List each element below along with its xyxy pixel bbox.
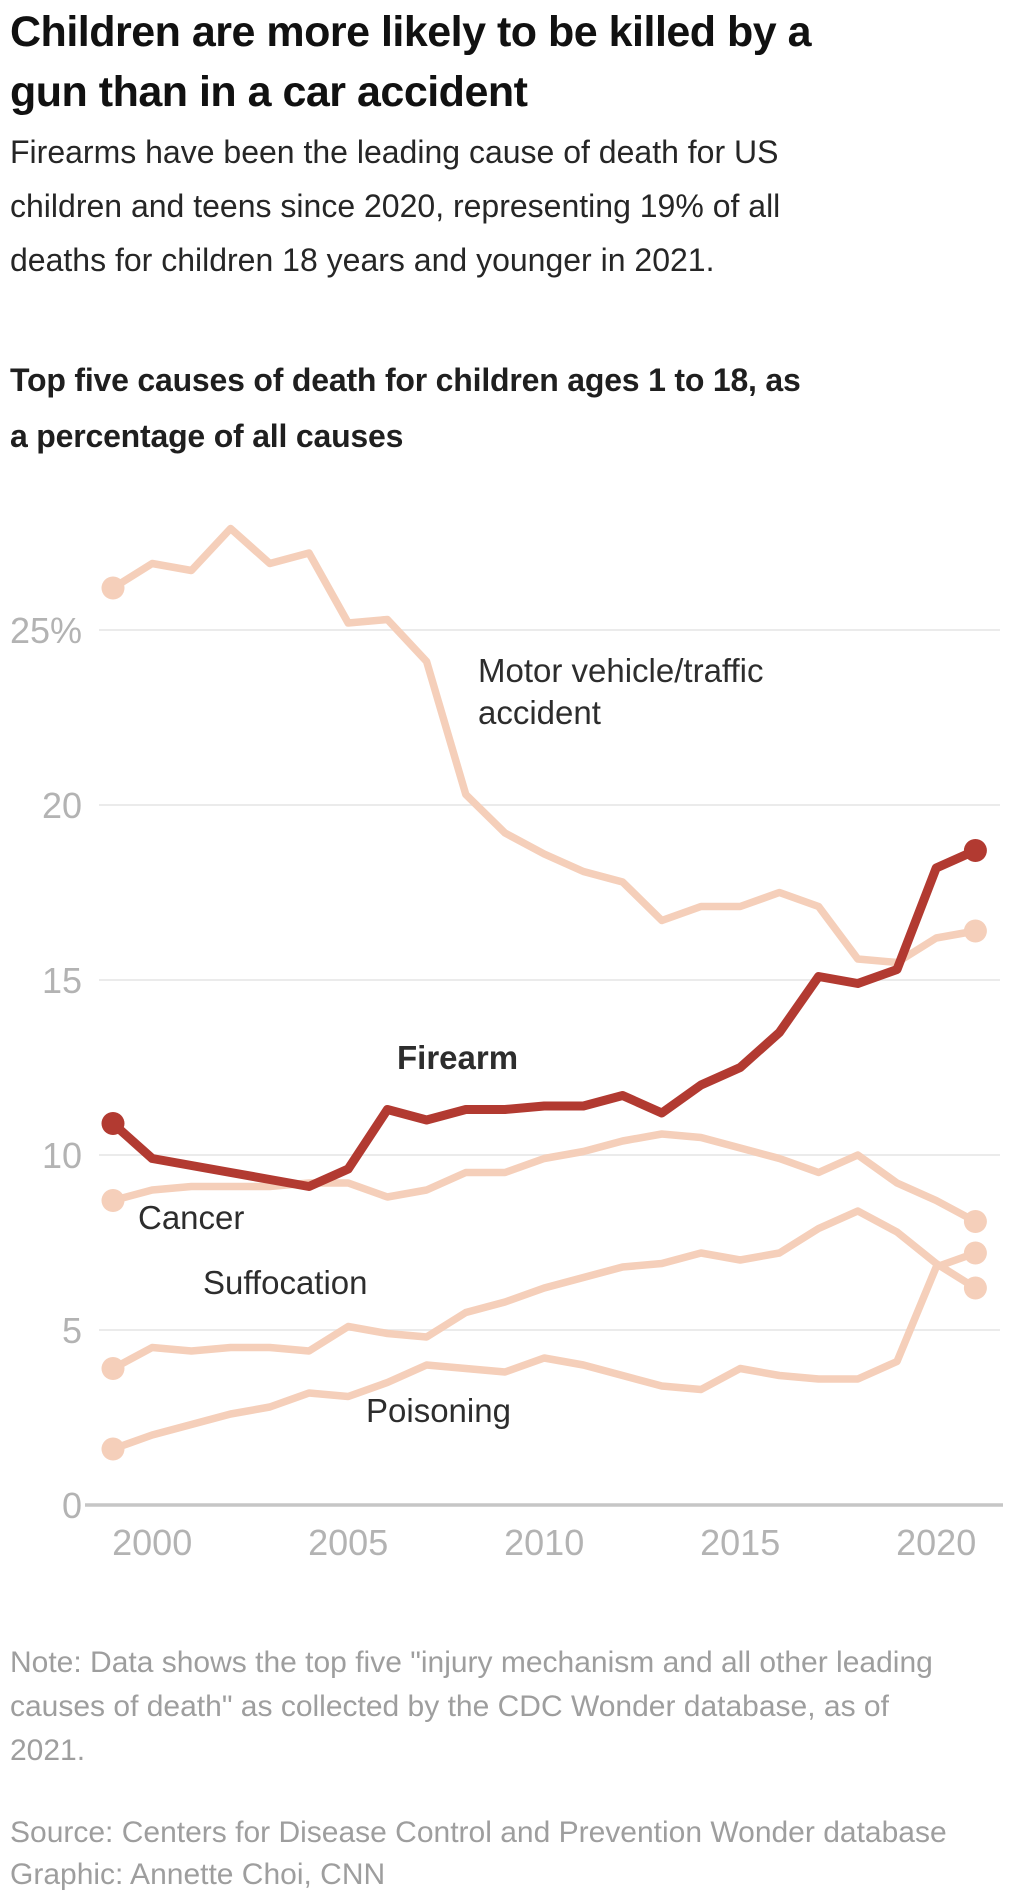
series-endpoint-dot bbox=[963, 1210, 987, 1233]
article-description-line2: children and teens since 2020, represent… bbox=[10, 188, 781, 224]
article-description-line1: Firearms have been the leading cause of … bbox=[10, 134, 779, 170]
series-label-motor-line2: accident bbox=[478, 694, 601, 731]
article-title: Children are more likely to be killed by… bbox=[10, 2, 1005, 122]
series-label-poisoning: Poisoning bbox=[366, 1392, 511, 1429]
series-label-motor-vehicle: Motor vehicle/traffic accident bbox=[478, 650, 764, 734]
chart-heading-line1: Top five causes of death for children ag… bbox=[10, 362, 801, 398]
chart-source: Source: Centers for Disease Control and … bbox=[10, 1816, 947, 1849]
y-tick-label: 25% bbox=[10, 610, 82, 651]
y-tick-label: 15 bbox=[42, 960, 82, 1001]
article-title-line2: gun than in a car accident bbox=[10, 68, 528, 116]
series-line-motor-vehicle-traffic-accident bbox=[109, 524, 980, 967]
series-endpoint-dot bbox=[101, 1112, 125, 1135]
series-endpoint-dot bbox=[963, 1276, 987, 1300]
series-label-motor-line1: Motor vehicle/traffic bbox=[478, 652, 764, 689]
series-endpoint-dot bbox=[101, 1437, 125, 1461]
series-endpoint-dot bbox=[101, 1189, 125, 1212]
series-endpoint-dot bbox=[101, 576, 125, 600]
x-tick-label: 2010 bbox=[504, 1522, 584, 1563]
chart-credit: Graphic: Annette Choi, CNN bbox=[10, 1858, 386, 1891]
series-endpoint-dot bbox=[963, 1241, 987, 1265]
series-label-firearm: Firearm bbox=[397, 1039, 519, 1076]
series-line-suffocation bbox=[109, 1207, 980, 1373]
y-tick-label: 10 bbox=[42, 1135, 82, 1176]
chart-heading: Top five causes of death for children ag… bbox=[10, 352, 1010, 464]
y-tick-label: 0 bbox=[62, 1485, 82, 1526]
series-label-suffocation: Suffocation bbox=[203, 1264, 368, 1301]
series-line-firearm bbox=[108, 846, 980, 1191]
series-endpoint-dot bbox=[963, 919, 987, 943]
x-tick-label: 2015 bbox=[700, 1522, 780, 1563]
y-tick-label: 5 bbox=[62, 1310, 82, 1351]
series-endpoint-dot bbox=[101, 1357, 125, 1380]
article-description-line3: deaths for children 18 years and younger… bbox=[10, 242, 715, 278]
series-line-cancer bbox=[109, 1130, 980, 1226]
series-label-cancer: Cancer bbox=[138, 1199, 245, 1236]
chart-note-line2: causes of death" as collected by the CDC… bbox=[10, 1690, 889, 1723]
x-tick-label: 2000 bbox=[112, 1522, 192, 1563]
series-endpoint-dot bbox=[963, 839, 987, 862]
chart-note: Note: Data shows the top five "injury me… bbox=[10, 1641, 1010, 1773]
chart-note-line1: Note: Data shows the top five "injury me… bbox=[10, 1646, 933, 1679]
chart-heading-line2: a percentage of all causes bbox=[10, 418, 404, 454]
chart-note-line3: 2021. bbox=[10, 1734, 86, 1767]
x-tick-label: 2020 bbox=[896, 1522, 976, 1563]
article-description: Firearms have been the leading cause of … bbox=[10, 125, 1010, 287]
article-title-line1: Children are more likely to be killed by… bbox=[10, 8, 812, 56]
series-line-poisoning bbox=[109, 1249, 980, 1453]
y-tick-label: 20 bbox=[42, 785, 82, 826]
x-tick-label: 2005 bbox=[308, 1522, 388, 1563]
